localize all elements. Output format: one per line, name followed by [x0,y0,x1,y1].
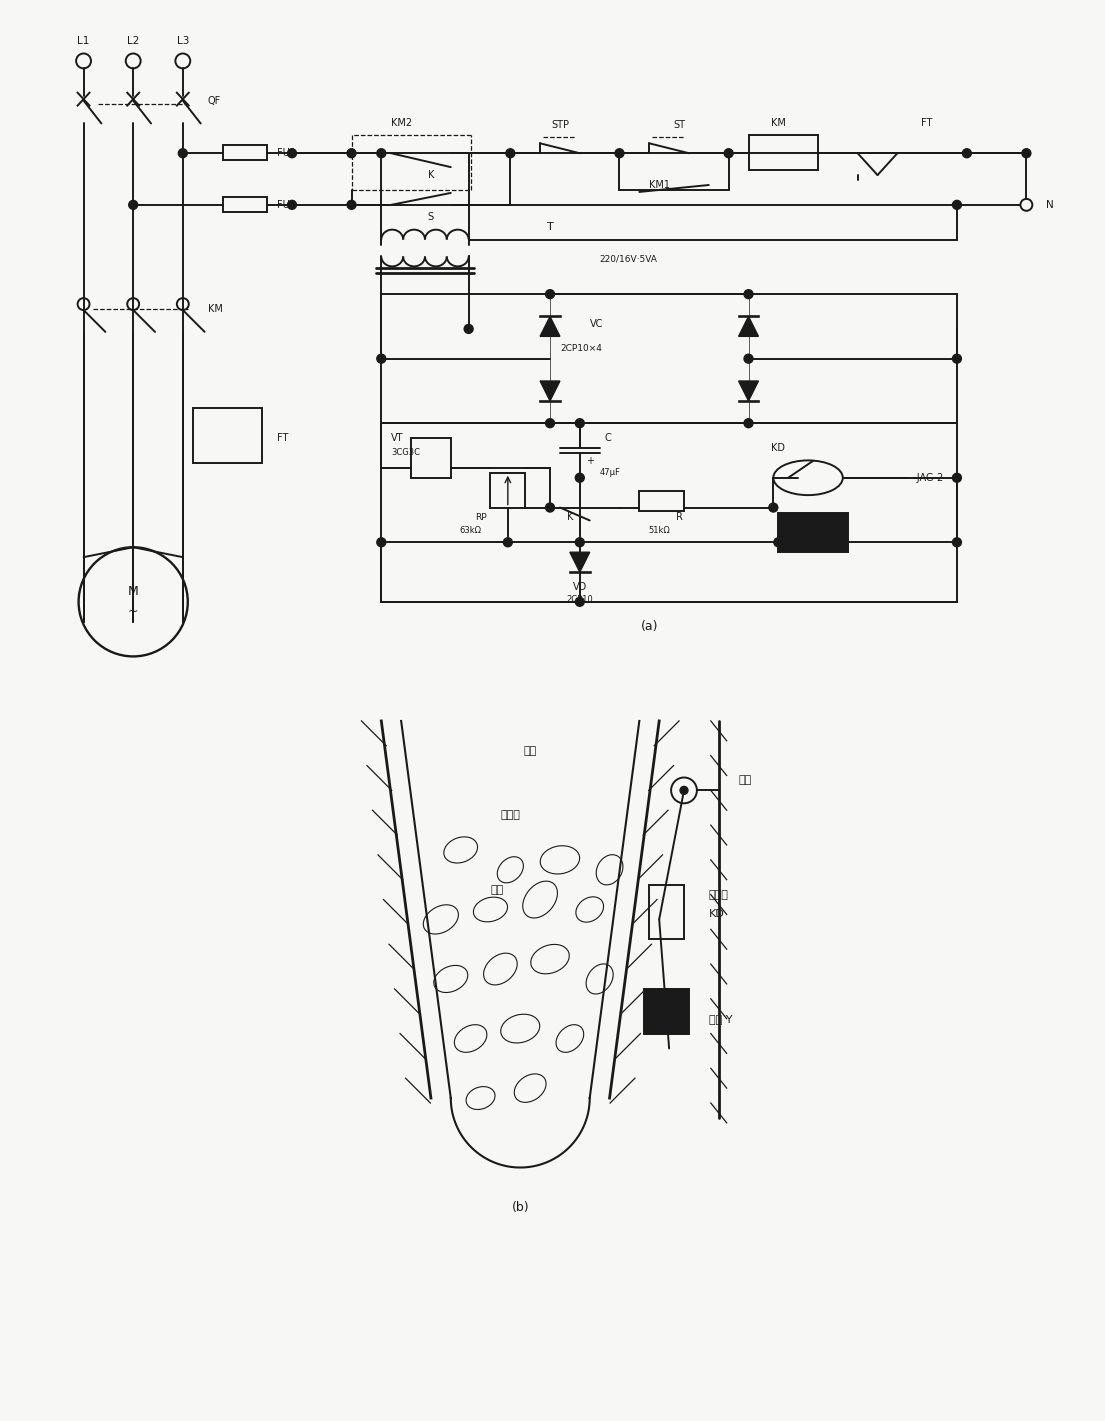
Text: KD: KD [708,909,725,919]
Bar [491,473,525,507]
Text: C: C [604,433,611,443]
Text: 47μF: 47μF [599,469,620,477]
Polygon shape [540,381,560,401]
Circle shape [576,419,585,428]
Circle shape [287,200,296,209]
Bar [192,408,262,463]
Circle shape [347,200,356,209]
Circle shape [287,149,296,158]
Circle shape [576,597,585,607]
Bar [778,513,848,553]
Text: K: K [567,513,573,523]
Circle shape [953,354,961,364]
Polygon shape [738,317,758,337]
Text: VD: VD [572,583,587,593]
Circle shape [178,149,187,158]
Circle shape [546,503,555,512]
Bar [644,989,688,1033]
Circle shape [504,537,513,547]
Text: +: + [586,456,593,466]
Text: 3CG3C: 3CG3C [391,449,420,458]
Text: FT: FT [922,118,933,128]
Text: N: N [1046,200,1054,210]
Text: RP: RP [475,513,486,522]
Bar [640,490,684,510]
Text: FU2: FU2 [277,200,296,210]
Circle shape [724,149,733,158]
Circle shape [377,537,386,547]
Text: 2CP10×4: 2CP10×4 [560,344,602,354]
Text: KM: KM [208,304,222,314]
Text: M: M [128,585,138,598]
Text: VT: VT [391,433,403,443]
Bar [650,885,684,939]
Text: K: K [428,171,434,180]
Circle shape [953,537,961,547]
Bar [222,198,267,212]
Bar [411,438,451,477]
Polygon shape [738,381,758,401]
Text: (b): (b) [512,1201,529,1214]
Text: L1: L1 [77,36,90,45]
Text: 转轴: 转轴 [738,776,751,786]
Bar [381,294,957,423]
Text: L3: L3 [177,36,189,45]
Text: R: R [675,513,683,523]
Text: —JAG-2: —JAG-2 [907,473,944,483]
Text: Y: Y [806,523,811,533]
Text: ST: ST [673,121,685,131]
Circle shape [506,149,515,158]
Text: 矿石: 矿石 [491,885,504,895]
Circle shape [546,419,555,428]
Bar [748,135,818,171]
Circle shape [953,200,961,209]
Polygon shape [570,553,590,573]
Text: ~: ~ [128,605,138,618]
Circle shape [962,149,971,158]
Circle shape [1022,149,1031,158]
Text: 活铁板: 活铁板 [501,810,520,820]
Polygon shape [540,317,560,337]
Text: QF: QF [208,95,221,105]
Circle shape [128,200,138,209]
Circle shape [576,473,585,482]
Text: KM: KM [771,118,786,128]
Circle shape [769,503,778,512]
Circle shape [680,786,688,794]
Circle shape [774,537,782,547]
Text: FT: FT [277,433,288,443]
Circle shape [464,324,473,334]
Text: STP: STP [551,121,569,131]
Bar [381,423,957,603]
Text: 220/16V·5VA: 220/16V·5VA [600,254,657,264]
Text: KD: KD [771,443,786,453]
Text: 干簧管: 干簧管 [708,890,728,899]
Circle shape [576,537,585,547]
Circle shape [615,149,624,158]
Text: FU1: FU1 [277,148,296,158]
Circle shape [744,419,753,428]
Circle shape [953,473,961,482]
Circle shape [744,290,753,298]
Text: KM1: KM1 [649,180,670,190]
Bar [222,145,267,161]
Circle shape [546,290,555,298]
Circle shape [347,149,356,158]
Text: 51kΩ: 51kΩ [649,526,670,534]
Circle shape [377,149,386,158]
Text: T: T [547,222,554,232]
Text: 料斗: 料斗 [524,746,537,756]
Text: 磁钢 Y: 磁钢 Y [708,1013,733,1023]
Text: KM2: KM2 [390,118,412,128]
Text: (a): (a) [641,620,657,634]
Text: 2CP10: 2CP10 [567,595,593,604]
Text: VC: VC [590,318,603,328]
Text: L2: L2 [127,36,139,45]
Text: S: S [428,212,434,222]
Circle shape [377,354,386,364]
Circle shape [744,354,753,364]
Text: 63kΩ: 63kΩ [460,526,482,534]
